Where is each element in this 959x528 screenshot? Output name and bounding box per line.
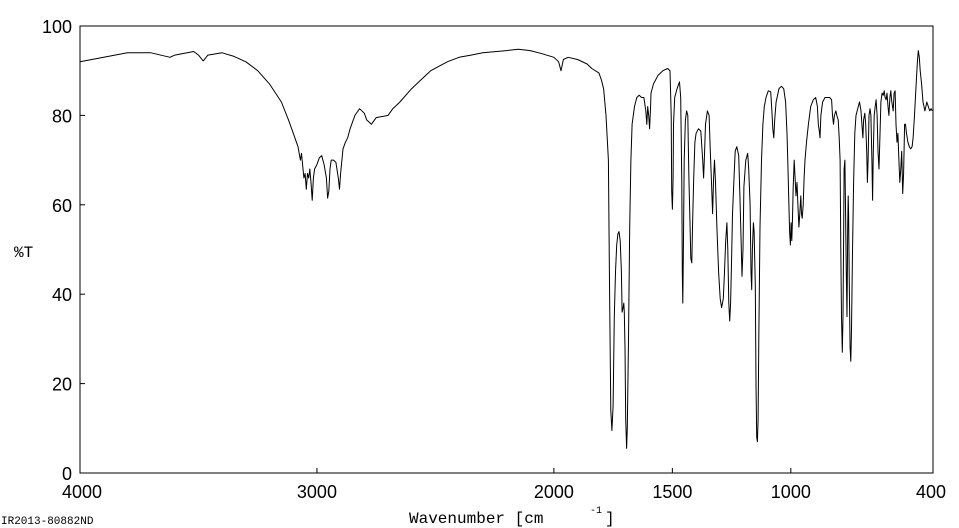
- y-tick-label: 60: [52, 196, 72, 216]
- y-tick-label: 20: [52, 375, 72, 395]
- x-tick-label: 2000: [534, 482, 574, 502]
- footer-id: IR2013-80882ND: [1, 516, 94, 528]
- y-tick-label: 100: [42, 17, 72, 37]
- x-axis: 4000 3000 2000 1500 1000 400: [62, 468, 946, 502]
- x-tick-label: 1500: [652, 482, 692, 502]
- x-tick-label: 400: [916, 482, 946, 502]
- spectrum-line: [79, 48, 933, 449]
- x-axis-label-main: Wavenumber [cm: [409, 510, 543, 528]
- y-axis: 0 20 40 60 80 100: [42, 17, 85, 484]
- x-axis-label-superscript: -1: [590, 506, 602, 517]
- x-tick-label: 3000: [297, 482, 337, 502]
- y-tick-label: 0: [62, 464, 72, 484]
- y-tick-label: 40: [52, 285, 72, 305]
- x-axis-label-close: ]: [605, 510, 615, 528]
- x-tick-label: 1000: [771, 482, 811, 502]
- series-layer: [79, 48, 933, 449]
- y-tick-label: 80: [52, 106, 72, 126]
- y-axis-label: %T: [14, 244, 33, 262]
- x-tick-label: 4000: [62, 482, 102, 502]
- x-axis-label: Wavenumber [cm -1 ]: [409, 506, 615, 528]
- plot-area: [79, 25, 934, 474]
